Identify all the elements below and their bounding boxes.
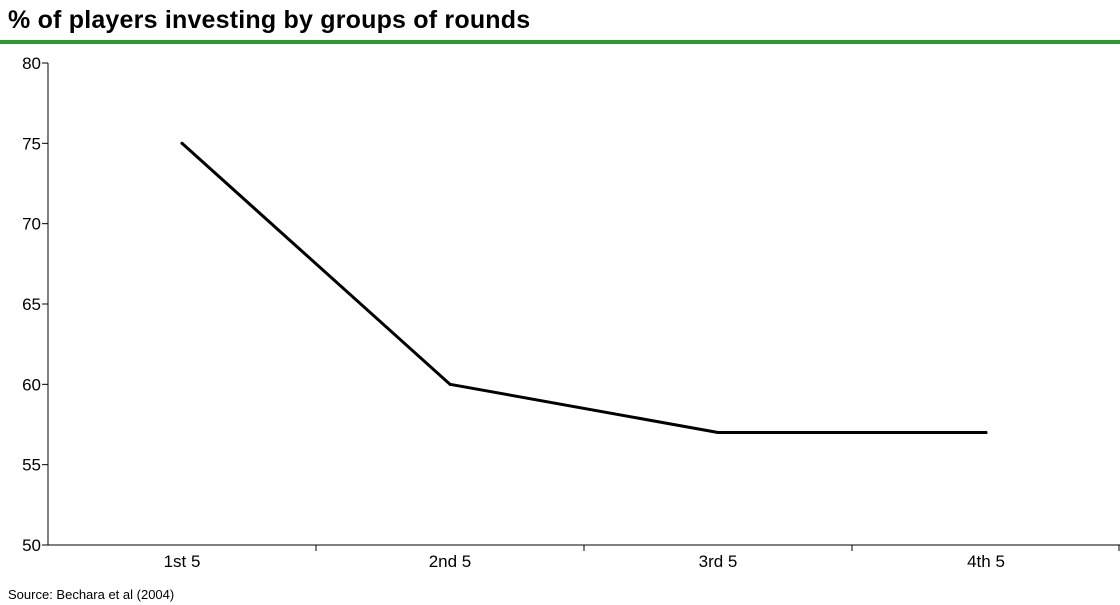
y-axis: 50 55 60 65 70 75 80: [22, 54, 49, 555]
data-point: [180, 141, 184, 145]
data-point: [448, 382, 452, 386]
y-tick-label: 80: [22, 54, 41, 73]
y-tick-label: 60: [22, 375, 41, 394]
x-tick-label: 2nd 5: [429, 552, 472, 571]
y-tick-label: 55: [22, 456, 41, 475]
x-tick-label: 1st 5: [164, 552, 201, 571]
source-note: Source: Bechara et al (2004): [8, 587, 175, 602]
y-tick-label: 65: [22, 295, 41, 314]
series-line: [180, 141, 988, 434]
y-tick-label: 50: [22, 536, 41, 555]
data-point: [716, 431, 720, 435]
y-tick-label: 70: [22, 215, 41, 234]
chart-title: % of players investing by groups of roun…: [8, 6, 531, 34]
series-group: [180, 141, 988, 435]
y-tick-label: 75: [22, 134, 41, 153]
line-chart: 50 55 60 65 70 75 80 1st 5 2nd 5 3rd 5 4th 5: [22, 54, 1120, 571]
data-point: [984, 431, 988, 435]
x-tick-label: 3rd 5: [699, 552, 738, 571]
title-rule: [0, 40, 1120, 44]
x-tick-label: 4th 5: [967, 552, 1005, 571]
x-axis: 1st 5 2nd 5 3rd 5 4th 5: [48, 544, 1120, 571]
